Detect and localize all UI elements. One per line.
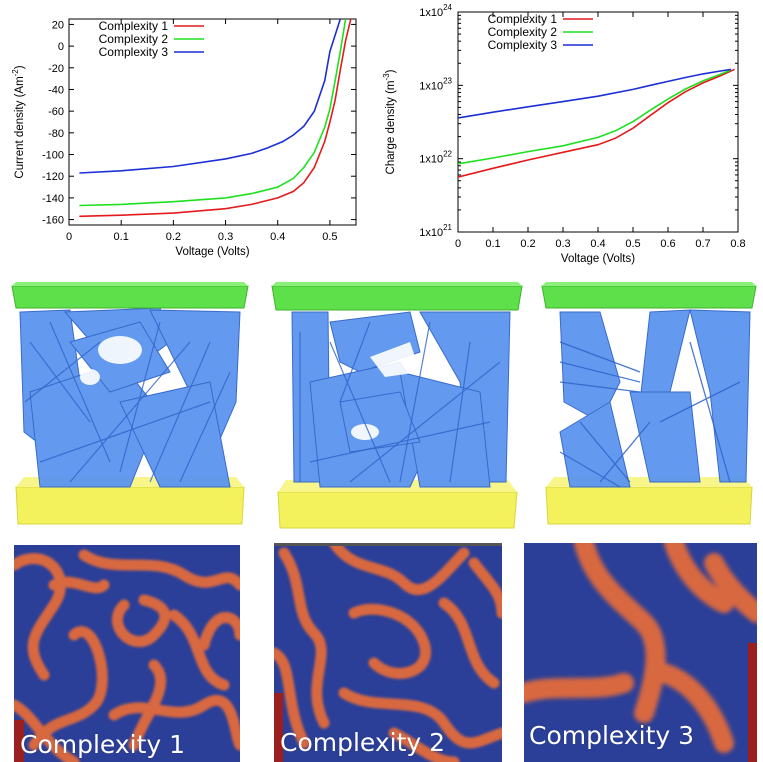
morphology-complexity-2: Complexity 2 — [274, 543, 502, 762]
morphology-complexity-1: Complexity 1 — [14, 545, 240, 762]
legend-label-3: Complexity 3 — [99, 45, 169, 59]
y-tick-label: -160 — [42, 215, 64, 227]
structure-complexity-2 — [270, 282, 525, 532]
caption-complexity-2: Complexity 2 — [280, 728, 446, 757]
series-line-1 — [79, 19, 352, 218]
x-axis-label: Voltage (Volts) — [561, 253, 635, 265]
y-axis-label: Charge density (m-3) — [382, 69, 397, 174]
x-tick-label: 0.2 — [520, 238, 535, 250]
bottom-electrode — [277, 491, 518, 529]
series-line-3 — [79, 19, 342, 174]
x-tick-label: 0.5 — [322, 231, 337, 243]
legend-label-1: Complexity 1 — [99, 19, 169, 33]
x-axis-label: Voltage (Volts) — [175, 246, 249, 258]
y-tick-label: -60 — [48, 106, 64, 118]
series-line-3 — [458, 68, 732, 119]
caption-complexity-3: Complexity 3 — [529, 721, 695, 750]
x-tick-label: 0.8 — [730, 238, 745, 250]
y-tick-label: 1x1023 — [419, 76, 452, 92]
y-tick-label: -40 — [48, 84, 64, 96]
y-tick-label: -80 — [48, 128, 64, 140]
legend-label-2: Complexity 2 — [488, 25, 558, 39]
y-tick-label: 1x1021 — [419, 223, 452, 239]
x-tick-label: 0.4 — [270, 231, 285, 243]
x-tick-label: 0.3 — [218, 231, 233, 243]
y-tick-label: -20 — [48, 63, 64, 75]
current-density-plot: 0 0.1 0.2 0.3 0.4 0.5 20 0 -20 -40 -60 -80 -100 -120 -… — [11, 18, 357, 258]
x-tick-label: 0.6 — [660, 238, 675, 250]
y-axis-label: Current density (Am-2) — [11, 65, 26, 178]
current-density-chart: 0 0.1 0.2 0.3 0.4 0.5 20 0 -20 -40 -60 -80 -100 -120 -… — [0, 0, 380, 265]
y-tick-label: 0 — [58, 41, 64, 53]
y-tick-label: -140 — [42, 193, 64, 205]
top-electrode — [271, 285, 523, 311]
x-tick-label: 0.7 — [695, 238, 710, 250]
charge-density-chart: 0 0.1 0.2 0.3 0.4 0.5 0.6 0.7 0.8 1x1024 1x1023 1x1… — [380, 0, 763, 275]
x-tick-label: 0.5 — [625, 238, 640, 250]
x-tick-label: 0.3 — [555, 238, 570, 250]
top-electrode — [11, 285, 249, 309]
structure-complexity-3 — [540, 282, 758, 527]
y-tick-label: -100 — [42, 150, 64, 162]
network — [19, 307, 241, 488]
charge-density-plot: 0 0.1 0.2 0.3 0.4 0.5 0.6 0.7 0.8 1x1024 1x1023 1x1… — [382, 3, 746, 265]
top-electrode — [541, 285, 757, 309]
legend-label-2: Complexity 2 — [99, 32, 169, 46]
network — [559, 309, 751, 488]
morphology-complexity-3: Complexity 3 — [524, 543, 757, 762]
x-tick-label: 0.1 — [114, 231, 129, 243]
bottom-electrode — [15, 486, 245, 525]
series-line-2 — [79, 19, 347, 207]
series-line-2 — [458, 69, 732, 165]
x-tick-label: 0.4 — [590, 238, 605, 250]
x-tick-label: 0.1 — [485, 238, 500, 250]
series-line-1 — [458, 68, 735, 178]
legend-label-1: Complexity 1 — [488, 12, 558, 26]
legend-label-3: Complexity 3 — [488, 38, 558, 52]
y-tick-label: -120 — [42, 171, 64, 183]
x-tick-label: 0.2 — [166, 231, 181, 243]
structure-complexity-1 — [10, 282, 250, 527]
y-tick-label: 1x1024 — [419, 3, 452, 19]
caption-complexity-1: Complexity 1 — [20, 730, 186, 759]
x-tick-label: 0 — [66, 231, 72, 243]
y-tick-label: 1x1022 — [419, 150, 452, 166]
network — [291, 311, 511, 488]
bottom-electrode — [545, 486, 753, 525]
y-tick-label: 20 — [52, 19, 64, 31]
plot-frame — [68, 18, 357, 226]
x-tick-label: 0 — [455, 238, 461, 250]
